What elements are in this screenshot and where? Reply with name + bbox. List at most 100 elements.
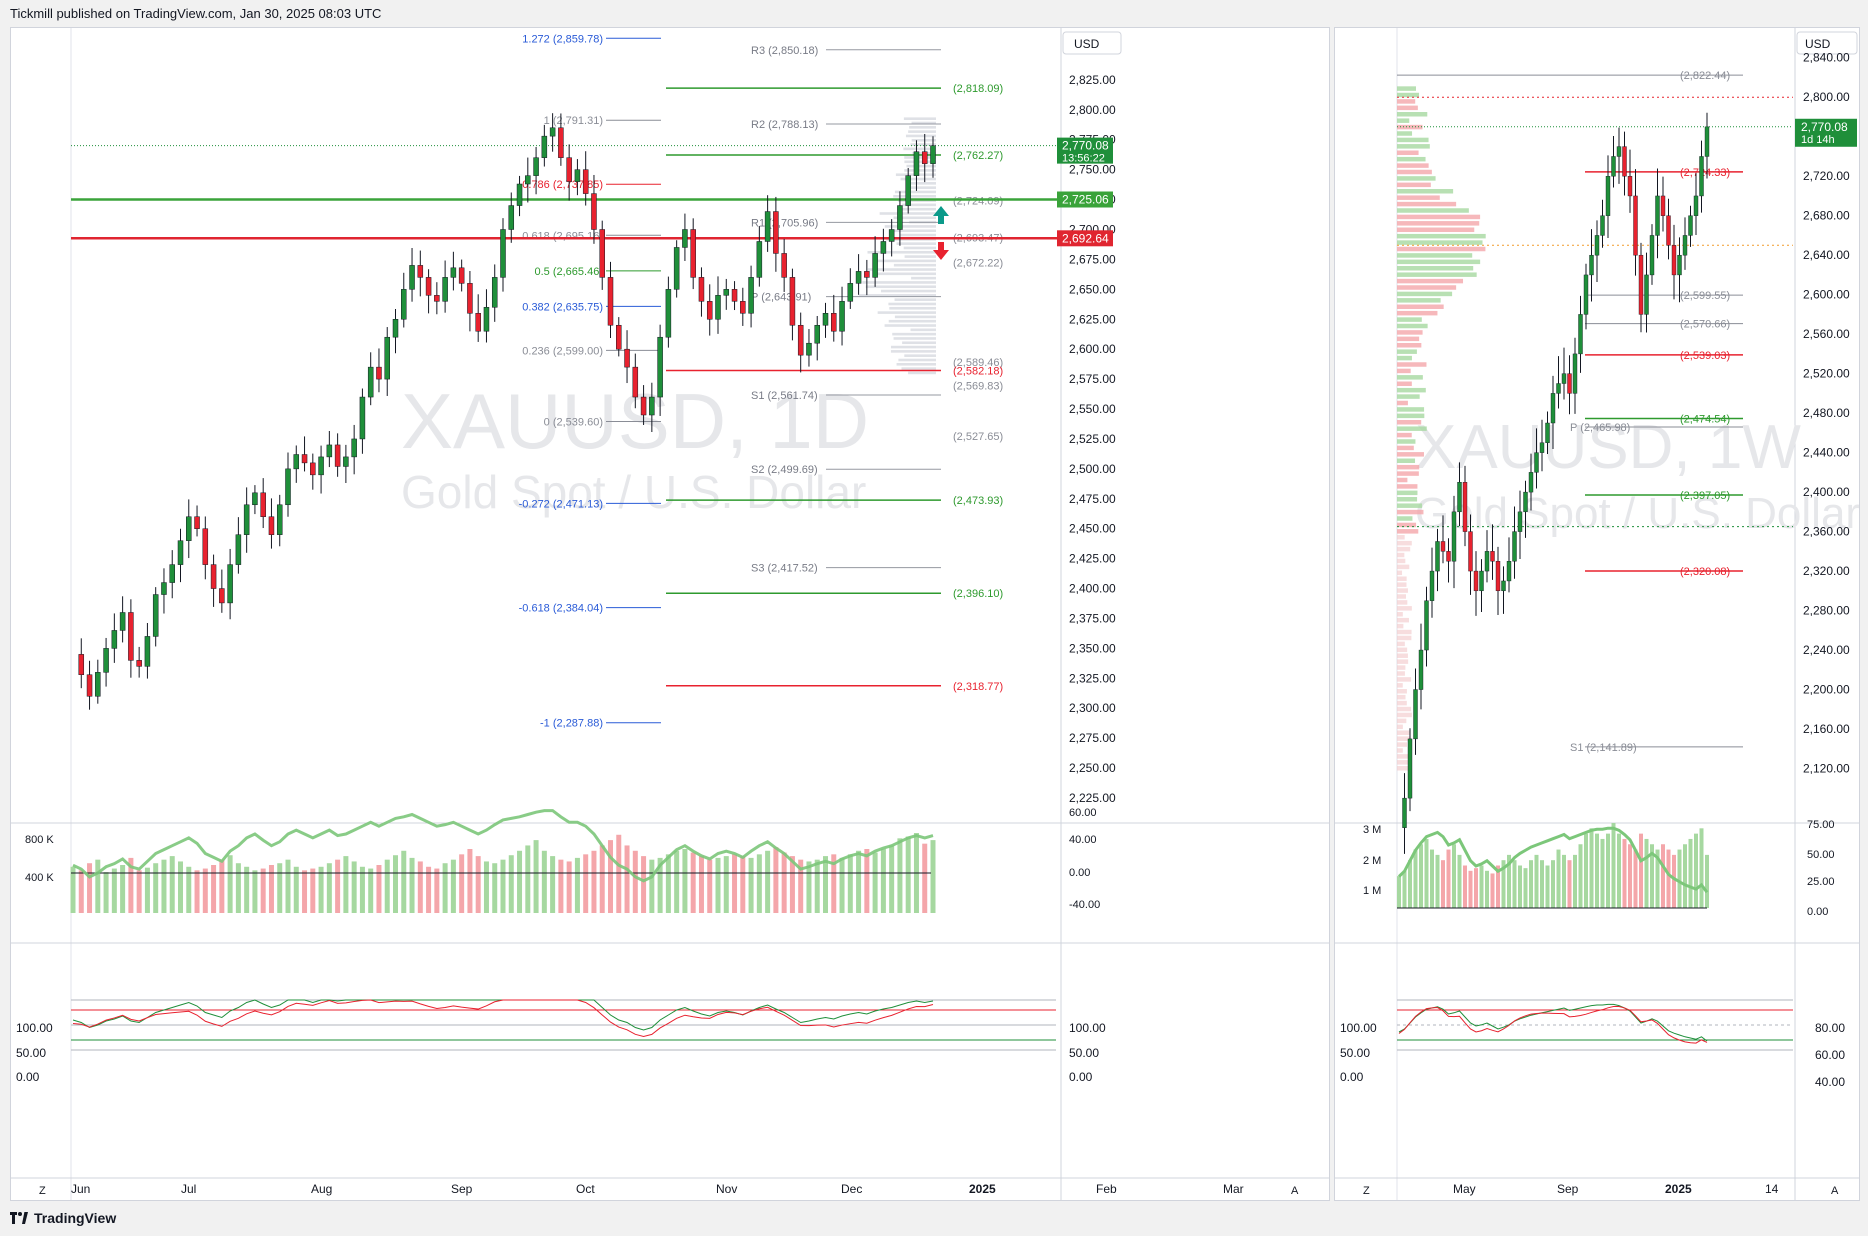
daily-level-label: (2,527.65) bbox=[953, 431, 1003, 443]
daily-candle-body bbox=[491, 277, 498, 308]
daily-countdown-label: 13:56:22 bbox=[1062, 153, 1105, 165]
weekly-volume-tick: 2 M bbox=[1363, 855, 1381, 867]
daily-volume-bar bbox=[95, 859, 101, 913]
daily-volume-profile-bar bbox=[892, 332, 936, 336]
weekly-time-tick: Sep bbox=[1557, 1182, 1579, 1196]
weekly-volume-profile-bar bbox=[1397, 266, 1474, 271]
weekly-volume-bar bbox=[1441, 860, 1445, 908]
daily-volume-bar bbox=[326, 863, 332, 913]
daily-zoom-icon: Z bbox=[39, 1185, 46, 1197]
daily-volume-bar bbox=[219, 859, 225, 913]
daily-candle-body bbox=[152, 594, 159, 637]
daily-volume-bar bbox=[756, 854, 762, 913]
daily-candle-body bbox=[607, 277, 614, 326]
daily-candle-body bbox=[260, 492, 266, 517]
daily-volume-bar bbox=[525, 845, 531, 913]
daily-level-label: (2,473.93) bbox=[953, 495, 1003, 507]
daily-candle-body bbox=[731, 289, 738, 302]
weekly-candle-body bbox=[1506, 561, 1512, 582]
daily-price-tick: 2,475.00 bbox=[1069, 492, 1116, 506]
weekly-watermark-name: Gold Spot / U.S. Dollar bbox=[1415, 489, 1859, 538]
weekly-volume-bar bbox=[1402, 870, 1407, 908]
daily-volume-bar bbox=[359, 866, 365, 913]
daily-price-tick: 2,250.00 bbox=[1069, 761, 1116, 775]
weekly-volume-profile-bar bbox=[1397, 484, 1418, 489]
daily-volume-profile-bar bbox=[858, 294, 936, 297]
daily-green-level-badge-bg bbox=[1057, 191, 1113, 208]
daily-volume-bar bbox=[889, 845, 895, 913]
weekly-chart-panel[interactable]: XAUUSD, 1W Gold Spot / U.S. Dollar USD 2,84… bbox=[1334, 27, 1860, 1201]
weekly-volume-profile-bar bbox=[1397, 546, 1411, 552]
daily-level-label: (2,724.09) bbox=[953, 196, 1003, 208]
weekly-volume-bar bbox=[1430, 849, 1434, 908]
weekly-volume-profile-bar bbox=[1397, 724, 1403, 730]
weekly-volume-profile-bar bbox=[1397, 689, 1407, 694]
daily-volume-bar bbox=[599, 845, 605, 913]
weekly-level-label: (2,724.33) bbox=[1680, 167, 1730, 179]
weekly-level-label: S1 (2,141.89) bbox=[1570, 742, 1637, 754]
daily-volume-profile-bar bbox=[880, 289, 936, 293]
daily-volume-profile-bar bbox=[905, 186, 936, 189]
daily-candle-body bbox=[376, 366, 382, 380]
daily-volume-bar bbox=[872, 852, 878, 913]
weekly-autoscale-icon: A bbox=[1831, 1185, 1839, 1197]
daily-volume-bar bbox=[244, 866, 250, 913]
footer-brand[interactable]: TradingView bbox=[10, 1208, 116, 1228]
weekly-stoch-left-tick: 100.00 bbox=[1340, 1021, 1377, 1035]
daily-candle-body bbox=[797, 324, 804, 356]
weekly-candle-body bbox=[1616, 146, 1622, 157]
daily-candle-body bbox=[599, 229, 605, 278]
weekly-oscillator-tick: 25.00 bbox=[1807, 876, 1835, 888]
weekly-candle-body bbox=[1556, 383, 1561, 394]
weekly-volume-bar bbox=[1694, 833, 1698, 908]
daily-level-label: (2,818.09) bbox=[953, 83, 1003, 95]
weekly-volume-profile-bar bbox=[1397, 407, 1425, 412]
weekly-volume-bar bbox=[1600, 838, 1605, 908]
daily-price-tick: 2,300.00 bbox=[1069, 701, 1116, 715]
daily-last-price-badge-bg bbox=[1057, 137, 1113, 164]
daily-candle-body bbox=[839, 301, 845, 332]
weekly-volume-bar bbox=[1562, 854, 1566, 908]
daily-level-label: (2,589.46) bbox=[953, 357, 1003, 369]
daily-volume-bar bbox=[252, 870, 258, 913]
weekly-volume-profile-bar bbox=[1397, 700, 1407, 706]
weekly-volume-profile-bar bbox=[1397, 118, 1410, 123]
daily-price-tick: 2,575.00 bbox=[1069, 372, 1116, 386]
weekly-volume-bar bbox=[1534, 854, 1539, 908]
daily-stoch-left-tick: 0.00 bbox=[16, 1070, 40, 1084]
daily-price-tick: 2,350.00 bbox=[1069, 641, 1116, 655]
weekly-volume-profile-bar bbox=[1397, 336, 1420, 342]
weekly-volume-profile-bar bbox=[1397, 552, 1405, 558]
weekly-volume-profile-bar bbox=[1397, 641, 1405, 647]
weekly-volume-profile-bar bbox=[1397, 594, 1406, 599]
daily-volume-bar bbox=[665, 854, 671, 913]
daily-candle-body bbox=[194, 516, 200, 529]
weekly-volume-bar bbox=[1446, 849, 1451, 908]
daily-volume-bar bbox=[517, 850, 523, 913]
weekly-price-tick: 2,560.00 bbox=[1803, 327, 1850, 341]
weekly-volume-profile-bar bbox=[1397, 176, 1436, 181]
weekly-time-tick: 2025 bbox=[1665, 1182, 1692, 1196]
weekly-volume-profile-bar bbox=[1397, 144, 1430, 149]
daily-candle-body bbox=[864, 271, 870, 278]
daily-volume-bar bbox=[632, 850, 638, 913]
daily-candle-body bbox=[756, 241, 763, 278]
weekly-candle-body bbox=[1627, 176, 1633, 197]
daily-volume-profile-bar bbox=[906, 164, 936, 168]
weekly-oscillator-line bbox=[1397, 826, 1709, 894]
weekly-volume-profile-bar bbox=[1397, 375, 1423, 380]
weekly-volume-bar bbox=[1424, 838, 1429, 908]
daily-volume-bar bbox=[698, 856, 704, 913]
daily-level-label: (2,396.10) bbox=[953, 588, 1003, 600]
weekly-chart-svg[interactable]: XAUUSD, 1W Gold Spot / U.S. Dollar USD2,84… bbox=[1335, 28, 1860, 1200]
daily-chart-panel[interactable]: XAUUSD, 1D Gold Spot / U.S. Dollar USD 2,82… bbox=[10, 27, 1330, 1201]
daily-volume-profile-bar bbox=[893, 216, 936, 220]
daily-volume-bar bbox=[690, 852, 696, 913]
weekly-volume-bar bbox=[1518, 865, 1522, 908]
weekly-candle-body bbox=[1638, 254, 1644, 315]
weekly-candle-body bbox=[1655, 195, 1660, 236]
daily-volume-bar bbox=[467, 849, 473, 913]
daily-candle-body bbox=[78, 654, 85, 675]
daily-candle-body bbox=[268, 516, 275, 535]
